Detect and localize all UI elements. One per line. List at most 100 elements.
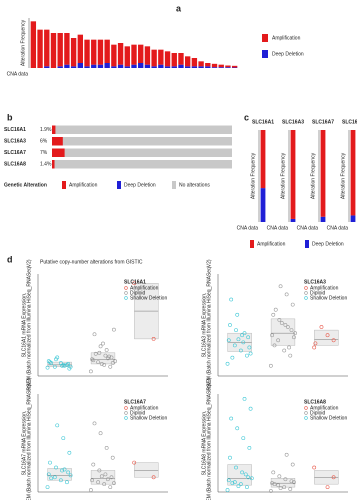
altered-fraction bbox=[52, 125, 56, 134]
bar-segment bbox=[205, 66, 211, 68]
panel-label: d bbox=[7, 254, 13, 264]
data-point bbox=[68, 364, 73, 369]
data-point bbox=[97, 350, 102, 355]
data-point bbox=[60, 468, 64, 473]
bar-segment bbox=[50, 33, 57, 68]
x-axis-label: CNA data bbox=[297, 225, 319, 231]
bar-segment bbox=[205, 63, 211, 67]
legend-label: No alterations bbox=[179, 182, 210, 188]
legend-label: Amplification bbox=[310, 405, 339, 411]
bar-segment bbox=[57, 33, 63, 67]
legend-label: Amplification bbox=[310, 285, 339, 291]
data-point bbox=[108, 485, 113, 490]
data-point bbox=[248, 351, 253, 356]
data-point bbox=[112, 481, 116, 486]
data-point bbox=[228, 323, 232, 327]
legend-title: SLC16A3 bbox=[304, 279, 326, 285]
data-point bbox=[230, 355, 235, 360]
data-point bbox=[52, 475, 57, 480]
bar-segment bbox=[320, 216, 326, 222]
bar-segment bbox=[138, 44, 144, 63]
box bbox=[134, 462, 159, 478]
bar-segment bbox=[104, 63, 110, 68]
data-point bbox=[58, 478, 63, 483]
data-point bbox=[45, 365, 50, 370]
data-point bbox=[97, 468, 102, 473]
bar-segment bbox=[158, 49, 164, 65]
legend-label: Diploid bbox=[310, 410, 326, 416]
data-point bbox=[242, 331, 247, 336]
data-point bbox=[249, 476, 254, 481]
y-axis-label: SLC16A7 mRNA Expression, bbox=[21, 411, 27, 476]
legend-swatch bbox=[172, 181, 176, 189]
data-point bbox=[96, 480, 101, 485]
bar-segment bbox=[138, 63, 144, 68]
data-point bbox=[103, 353, 108, 358]
data-point bbox=[52, 364, 57, 369]
data-point bbox=[232, 343, 237, 348]
bar-segment bbox=[178, 64, 184, 68]
data-point bbox=[62, 467, 67, 472]
legend-marker bbox=[124, 406, 128, 410]
panel-label: c bbox=[244, 112, 249, 122]
data-point bbox=[92, 332, 97, 337]
data-point bbox=[92, 421, 97, 426]
data-point bbox=[88, 488, 93, 492]
data-point bbox=[238, 482, 243, 487]
bar-segment bbox=[117, 43, 124, 65]
legend-label: Amplification bbox=[130, 285, 159, 291]
bar-segment bbox=[70, 66, 77, 68]
data-point bbox=[268, 489, 273, 493]
gene-label: SLC16A7 bbox=[4, 150, 26, 156]
altered-fraction bbox=[52, 137, 63, 146]
bar-segment bbox=[124, 46, 130, 67]
data-point bbox=[319, 325, 324, 329]
legend-title: SLC16A1 bbox=[124, 279, 146, 285]
legend-marker bbox=[124, 291, 128, 295]
data-point bbox=[46, 472, 51, 477]
chart-title: SLC16A7 bbox=[312, 119, 334, 125]
legend-marker bbox=[304, 296, 308, 300]
y-axis-label: SLC16A3 mRNA Expression, bbox=[201, 293, 207, 358]
bar-segment bbox=[64, 33, 70, 65]
bar-segment bbox=[350, 130, 356, 216]
bar-segment bbox=[218, 67, 224, 68]
legend-label: Shallow Deletion bbox=[310, 295, 347, 301]
data-point bbox=[66, 362, 71, 366]
y-axis-label: Alteration Frequency bbox=[310, 152, 316, 199]
legend-marker bbox=[304, 406, 308, 410]
bar-segment bbox=[131, 64, 137, 68]
data-point bbox=[103, 472, 108, 477]
gene-label: SLC16A8 bbox=[4, 162, 26, 168]
data-point bbox=[292, 335, 296, 340]
data-point bbox=[245, 353, 249, 358]
bar-segment bbox=[64, 64, 70, 68]
data-point bbox=[104, 445, 109, 450]
data-point bbox=[245, 485, 249, 490]
legend-label: Diploid bbox=[130, 290, 146, 296]
data-point bbox=[248, 406, 253, 411]
data-point bbox=[242, 396, 247, 401]
legend-marker bbox=[124, 411, 128, 415]
legend-marker bbox=[304, 286, 308, 290]
bar-segment bbox=[44, 66, 50, 68]
gene-label: SLC16A3 bbox=[4, 139, 26, 145]
panel-label: b bbox=[7, 112, 13, 122]
bar-segment bbox=[211, 67, 218, 68]
data-point bbox=[98, 431, 103, 436]
percent-label: 7% bbox=[40, 150, 48, 156]
data-point bbox=[312, 345, 317, 350]
bar-segment bbox=[97, 64, 104, 68]
data-point bbox=[107, 354, 111, 359]
bar-segment bbox=[171, 53, 177, 67]
bar-segment bbox=[231, 67, 238, 68]
data-point bbox=[272, 343, 277, 348]
bar-segment bbox=[231, 65, 238, 68]
data-point bbox=[290, 462, 295, 467]
data-point bbox=[277, 317, 282, 322]
data-point bbox=[290, 302, 295, 307]
bar-segment bbox=[91, 39, 97, 65]
data-point bbox=[243, 472, 248, 477]
legend-marker bbox=[304, 291, 308, 295]
